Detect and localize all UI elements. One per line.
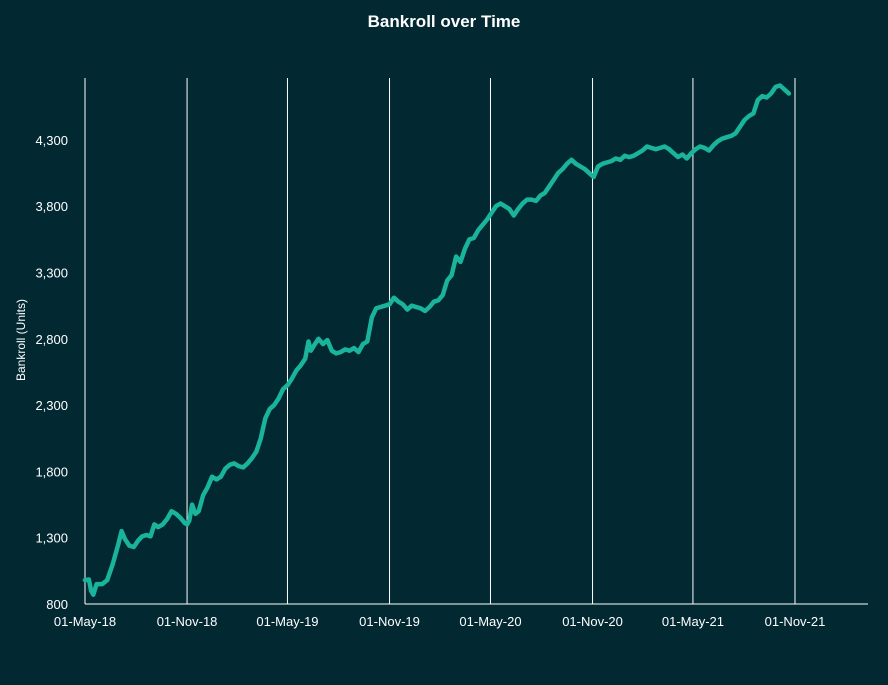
y-tick-label: 1,300 bbox=[35, 531, 68, 546]
y-tick-label: 3,300 bbox=[35, 266, 68, 281]
y-axis-label: Bankroll (Units) bbox=[14, 299, 28, 381]
x-tick-label: 01-Nov-21 bbox=[765, 614, 826, 629]
y-tick-label: 2,800 bbox=[35, 332, 68, 347]
x-tick-label: 01-May-21 bbox=[662, 614, 724, 629]
series-line-0 bbox=[82, 83, 792, 597]
x-tick-label: 01-May-18 bbox=[54, 614, 116, 629]
y-tick-label: 2,300 bbox=[35, 398, 68, 413]
x-tick-label: 01-Nov-18 bbox=[157, 614, 218, 629]
y-tick-labels: 800 1,300 1,800 2,300 2,800 3,300 3,800 4,300 bbox=[35, 133, 68, 612]
y-tick-label: 3,800 bbox=[35, 199, 68, 214]
gridlines bbox=[84, 78, 796, 604]
y-tick-label: 800 bbox=[46, 597, 68, 612]
y-tick-label: 4,300 bbox=[35, 133, 68, 148]
x-tick-label: 01-Nov-19 bbox=[359, 614, 420, 629]
x-tick-label: 01-May-20 bbox=[459, 614, 521, 629]
x-tick-label: 01-May-19 bbox=[256, 614, 318, 629]
x-tick-labels: 01-May-18 01-Nov-18 01-May-19 01-Nov-19 01-M… bbox=[54, 614, 825, 629]
y-tick-label: 1,800 bbox=[35, 464, 68, 479]
chart-title: Bankroll over Time bbox=[368, 12, 521, 31]
series-layer bbox=[82, 83, 792, 597]
x-tick-label: 01-Nov-20 bbox=[562, 614, 623, 629]
